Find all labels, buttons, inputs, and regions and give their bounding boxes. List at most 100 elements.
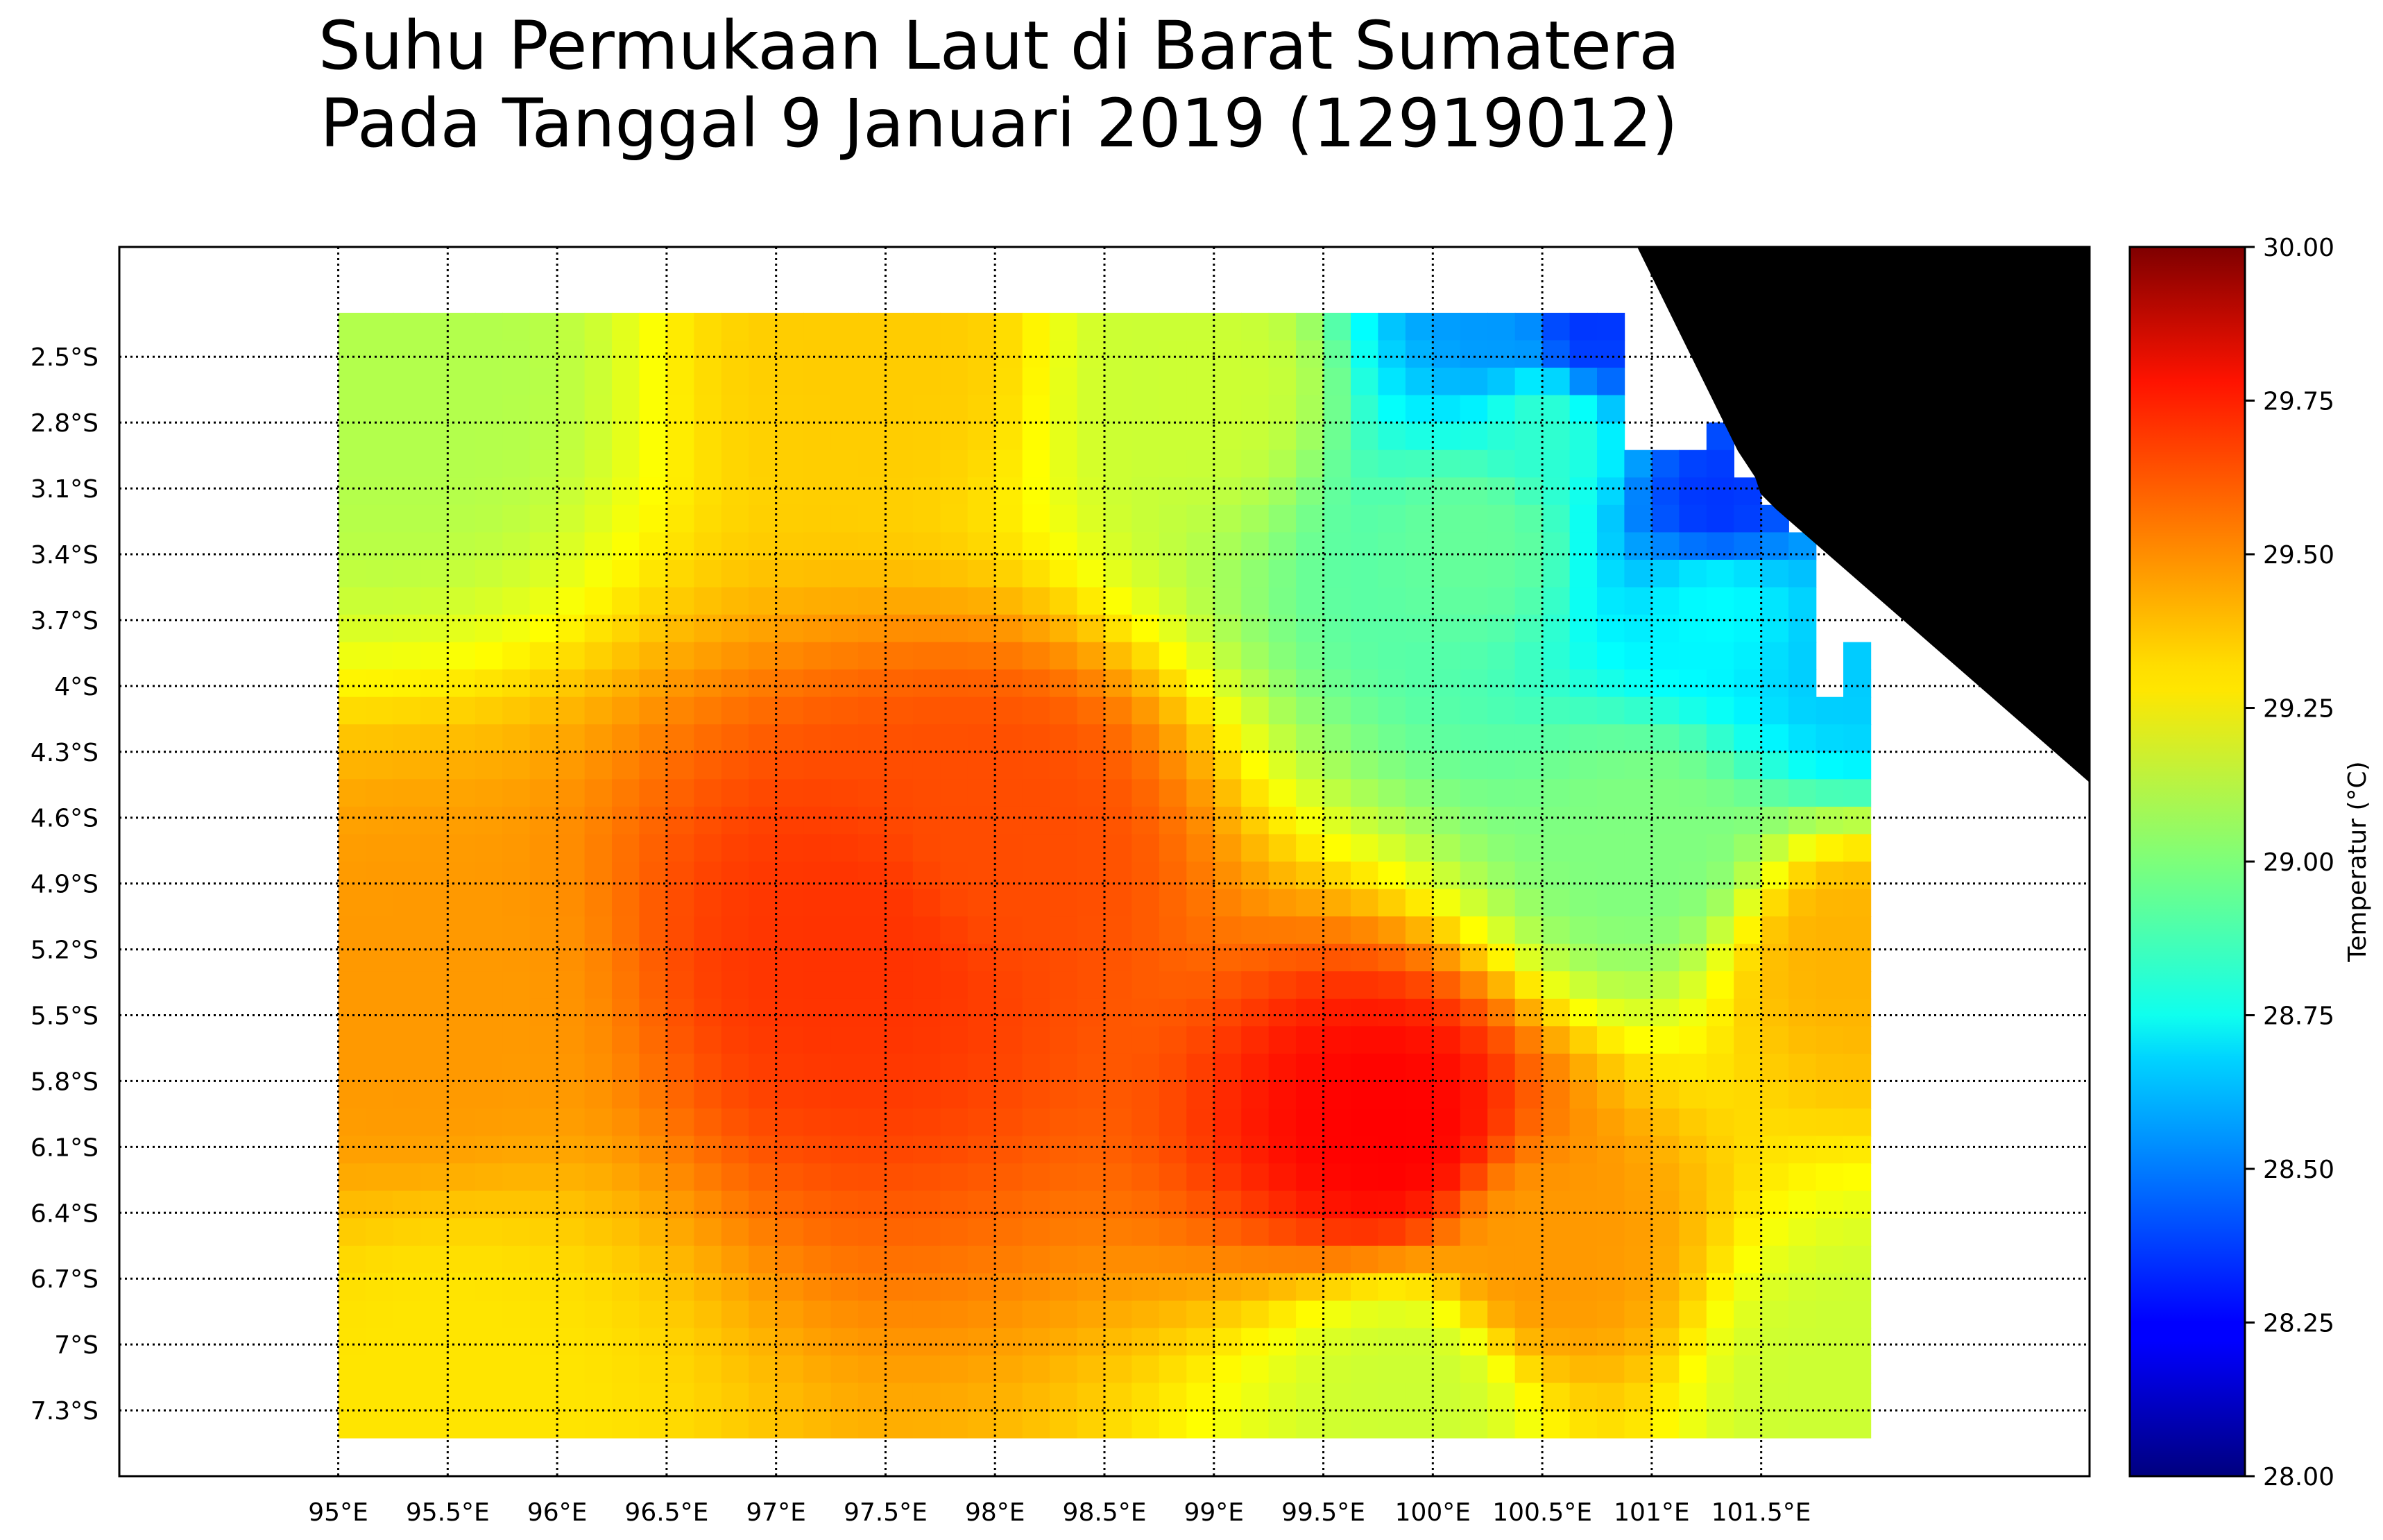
sst-cell <box>420 779 449 807</box>
sst-cell <box>721 395 749 423</box>
sst-cell <box>557 834 586 862</box>
sst-cell <box>1514 450 1543 479</box>
sst-cell <box>584 532 613 561</box>
sst-cell <box>557 1163 586 1192</box>
sst-cell <box>967 587 996 615</box>
sst-cell <box>1186 1081 1215 1109</box>
sst-cell <box>1433 642 1461 670</box>
sst-cell <box>1186 642 1215 670</box>
sst-cell <box>1351 1410 1379 1439</box>
sst-cell <box>1241 587 1270 615</box>
sst-cell <box>1514 916 1543 945</box>
sst-cell <box>1542 971 1571 1000</box>
sst-cell <box>1679 1410 1707 1439</box>
sst-cell <box>1022 943 1050 973</box>
sst-cell <box>1569 559 1598 588</box>
sst-cell <box>1351 971 1379 1000</box>
sst-cell <box>366 450 394 479</box>
sst-cell <box>420 587 449 615</box>
sst-cell <box>529 1245 558 1274</box>
sst-cell <box>1022 615 1050 643</box>
sst-cell <box>420 1273 449 1301</box>
sst-cell <box>967 615 996 643</box>
sst-cell <box>338 669 366 698</box>
sst-cell <box>776 1383 804 1411</box>
sst-cell <box>1569 1163 1598 1192</box>
sst-cell <box>967 751 996 780</box>
sst-cell <box>639 1163 667 1192</box>
sst-cell <box>830 477 859 506</box>
sst-cell <box>529 806 558 835</box>
sst-cell <box>639 559 667 588</box>
sst-cell <box>1213 1136 1242 1164</box>
sst-cell <box>912 724 941 753</box>
sst-cell <box>885 1245 914 1274</box>
sst-cell <box>1405 312 1434 341</box>
sst-cell <box>1734 669 1762 698</box>
sst-cell <box>1788 943 1817 973</box>
sst-cell <box>447 1136 476 1164</box>
sst-cell <box>885 889 914 917</box>
sst-cell <box>1077 1300 1105 1329</box>
sst-cell <box>420 1355 449 1384</box>
sst-cell <box>1159 1026 1188 1054</box>
y-tick-label: 6.7°S <box>31 1265 99 1294</box>
sst-cell <box>502 1328 531 1356</box>
sst-cell <box>1213 368 1242 396</box>
sst-cell <box>1706 943 1734 973</box>
sst-cell <box>1734 1109 1762 1137</box>
sst-cell <box>1569 1026 1598 1054</box>
sst-cell <box>639 889 667 917</box>
sst-cell <box>694 862 722 890</box>
sst-cell <box>1050 615 1078 643</box>
sst-cell <box>995 1081 1023 1109</box>
sst-cell <box>830 1355 859 1384</box>
sst-cell <box>366 504 394 533</box>
sst-cell <box>666 669 695 698</box>
sst-cell <box>639 1328 667 1356</box>
sst-cell <box>557 1410 586 1439</box>
sst-cell <box>1159 1355 1188 1384</box>
sst-cell <box>502 862 531 890</box>
sst-cell <box>1378 943 1406 973</box>
sst-cell <box>447 751 476 780</box>
sst-cell <box>1268 1190 1297 1219</box>
sst-cell <box>1597 724 1625 753</box>
sst-cell <box>1131 395 1160 423</box>
sst-cell <box>1761 559 1789 588</box>
sst-cell <box>694 1300 722 1329</box>
sst-cell <box>1569 340 1598 368</box>
sst-cell <box>912 1273 941 1301</box>
sst-cell <box>666 615 695 643</box>
sst-cell <box>1077 1383 1105 1411</box>
sst-cell <box>885 587 914 615</box>
x-tick-label: 97°E <box>746 1498 806 1527</box>
sst-cell <box>1159 1136 1188 1164</box>
sst-cell <box>639 368 667 396</box>
sst-cell <box>940 998 968 1027</box>
sst-cell <box>1624 724 1652 753</box>
sst-cell <box>776 642 804 670</box>
sst-cell <box>1514 943 1543 973</box>
sst-cell <box>1104 1109 1133 1137</box>
sst-cell <box>1542 312 1571 341</box>
sst-cell <box>995 998 1023 1027</box>
sst-cell <box>1569 669 1598 698</box>
sst-cell <box>858 834 887 862</box>
sst-cell <box>694 368 722 396</box>
sst-cell <box>393 587 421 615</box>
sst-cell <box>1487 806 1516 835</box>
sst-cell <box>447 1328 476 1356</box>
sst-cell <box>995 971 1023 1000</box>
sst-cell <box>1159 1109 1188 1137</box>
sst-cell <box>393 696 421 726</box>
sst-cell <box>420 1383 449 1411</box>
sst-cell <box>338 1053 366 1082</box>
sst-cell <box>1651 806 1680 835</box>
sst-cell <box>1323 998 1351 1027</box>
sst-cell <box>1296 1163 1324 1192</box>
sst-cell <box>1405 642 1434 670</box>
sst-cell <box>366 477 394 506</box>
sst-cell <box>1679 779 1707 807</box>
sst-cell <box>639 971 667 1000</box>
